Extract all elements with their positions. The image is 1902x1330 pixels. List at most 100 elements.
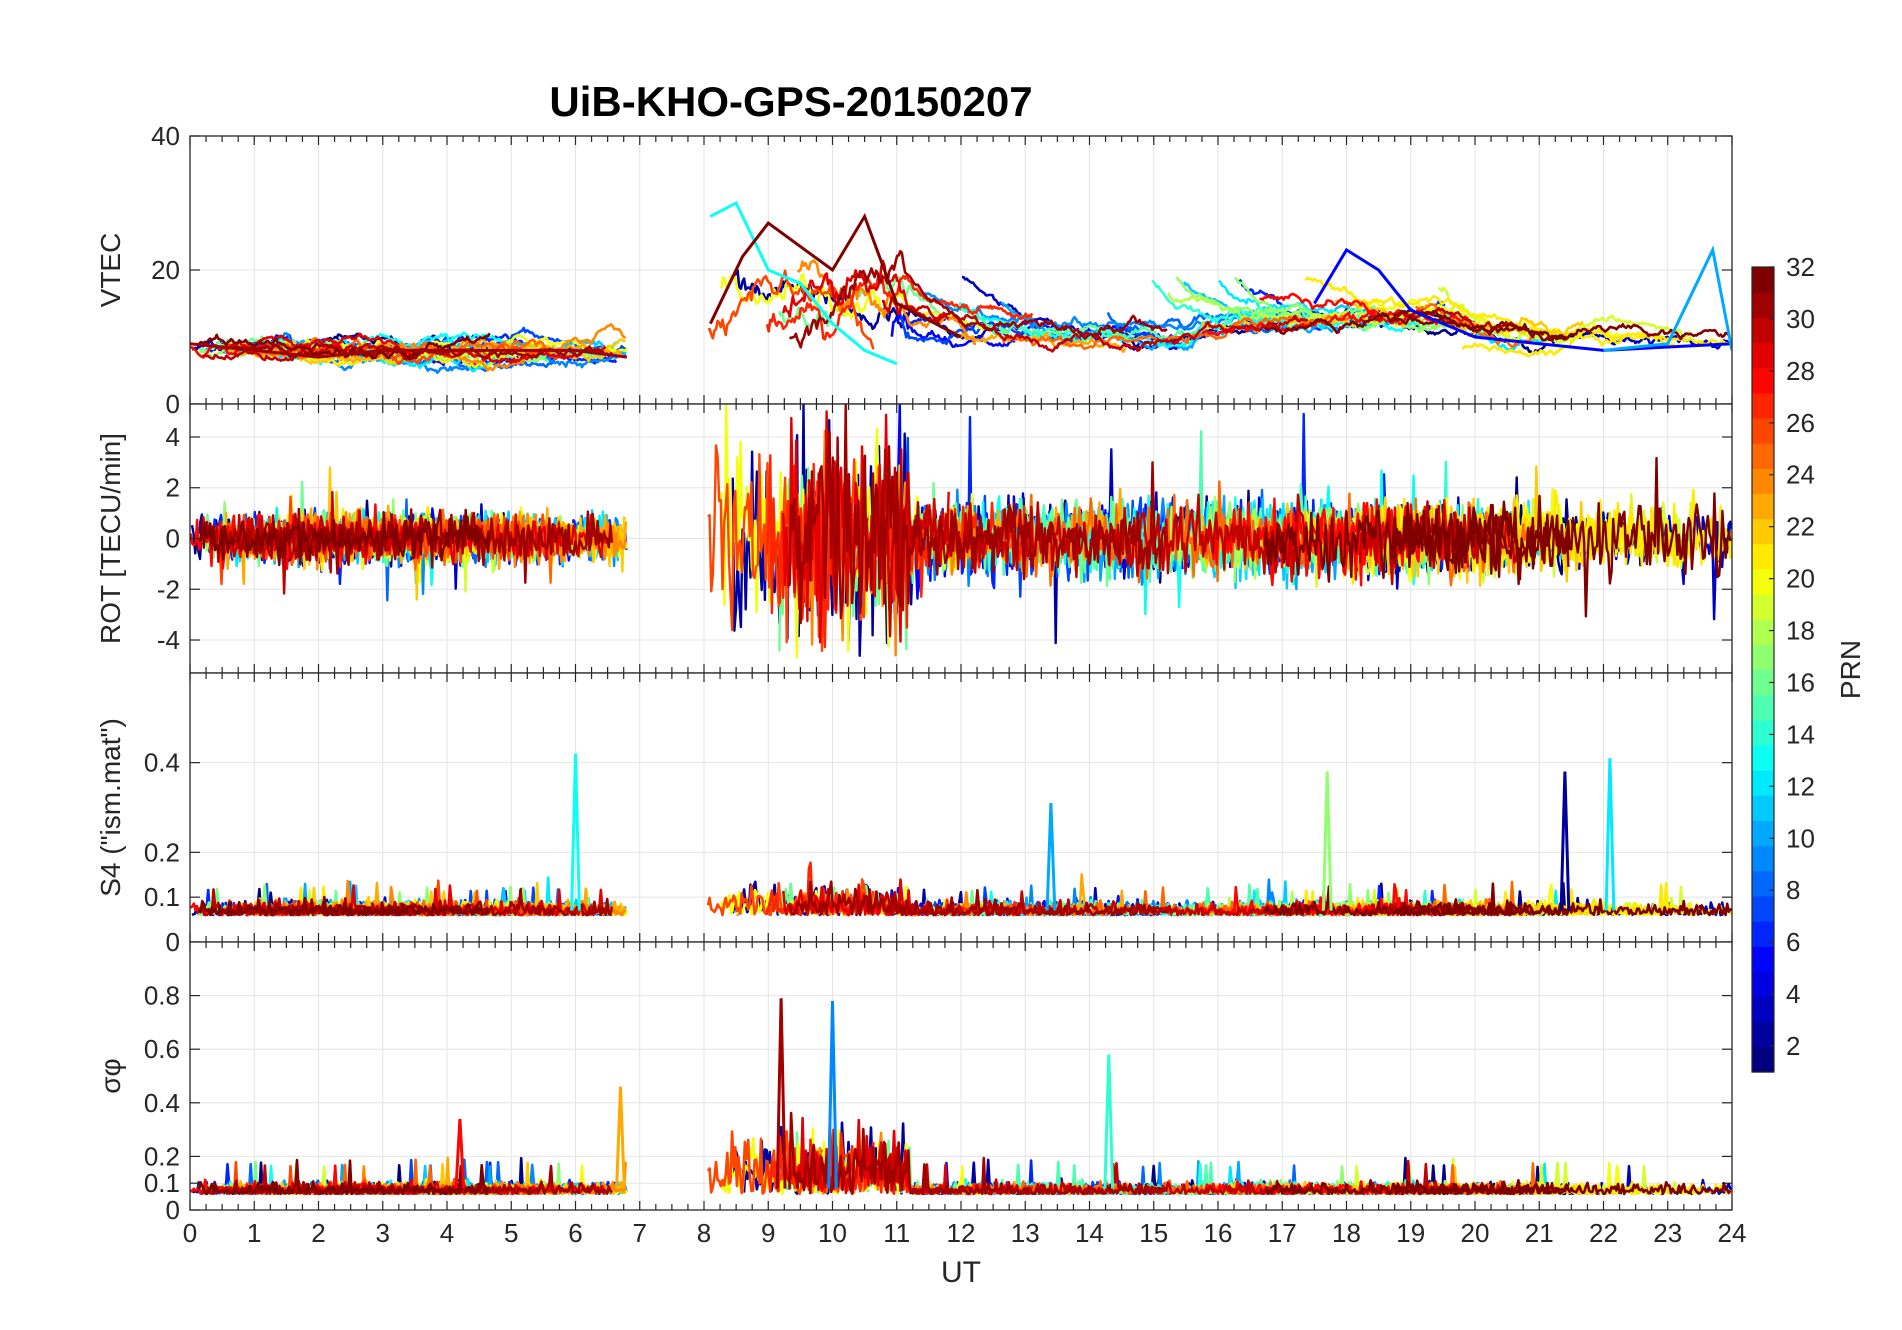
y-tick-label: 0 <box>166 389 180 419</box>
y-tick-label: -4 <box>157 625 180 655</box>
colorbar-segment <box>1752 367 1774 394</box>
series-group <box>190 404 1732 659</box>
panel-rot: -4 -2 0 2 4 ROT [TECU/min] <box>95 403 1733 674</box>
y-tick-label: 2 <box>166 473 180 503</box>
colorbar-tick-label: 18 <box>1786 616 1815 646</box>
y-axis-label-rot: ROT [TECU/min] <box>95 433 126 644</box>
x-tick-label: 12 <box>947 1218 976 1248</box>
colorbar-segment <box>1752 644 1774 671</box>
colorbar-segment <box>1752 1046 1774 1073</box>
colorbar-tick-label: 2 <box>1786 1031 1800 1061</box>
series-line-prn-30 <box>1358 1159 1519 1196</box>
series-line-prn-31 <box>228 507 614 584</box>
colorbar-tick-label: 26 <box>1786 408 1815 438</box>
peak-prn-10 <box>1045 802 1057 911</box>
series-group <box>190 200 1732 374</box>
colorbar-segment <box>1752 996 1774 1023</box>
colorbar-segment <box>1752 921 1774 947</box>
peak-prn-23 <box>615 1086 626 1189</box>
series-line-prn-31 <box>788 404 1169 625</box>
x-tick-label: 11 <box>883 1218 910 1248</box>
colorbar-segment <box>1752 971 1774 998</box>
colorbar-segment <box>1752 342 1774 369</box>
x-tick-label: 22 <box>1589 1218 1618 1248</box>
colorbar-segment <box>1752 694 1774 721</box>
colorbar-segment <box>1752 895 1774 922</box>
x-tick-label: 21 <box>1525 1218 1554 1248</box>
x-axis-label: UT <box>941 1256 981 1289</box>
x-tick-label: 0 <box>183 1218 197 1248</box>
colorbar-segment <box>1752 443 1774 469</box>
y-tick-label: 0.2 <box>144 837 180 867</box>
y-tick-label: 0.4 <box>144 1088 180 1118</box>
colorbar-segment <box>1752 744 1774 771</box>
y-tick-label: 20 <box>151 255 180 285</box>
series-line-prn-31 <box>788 880 1168 917</box>
series-line-prn-32 <box>198 508 491 567</box>
y-tick-label: 4 <box>166 422 180 452</box>
colorbar-tick-label: 10 <box>1786 823 1815 853</box>
y-axis-label-sigma_phi: σφ <box>95 1058 126 1093</box>
y-tick-label: 40 <box>151 121 180 151</box>
colorbar-tick-label: 32 <box>1786 252 1815 282</box>
y-tick-label: 0.2 <box>144 1141 180 1171</box>
peak-prn-14 <box>1103 1054 1115 1189</box>
x-tick-label: 9 <box>761 1218 775 1248</box>
colorbar-segment <box>1752 594 1774 620</box>
x-tick-label: 17 <box>1268 1218 1297 1248</box>
series-line-prn-32 <box>1392 1181 1570 1196</box>
series-line-prn-31 <box>788 1111 1168 1196</box>
series-line-prn-10 <box>1603 245 1732 352</box>
series-line-prn-30 <box>201 490 416 595</box>
x-tick-label: 5 <box>504 1218 518 1248</box>
series-line-prn-32 <box>197 895 491 917</box>
colorbar-tick-label: 12 <box>1786 771 1815 801</box>
colorbar-segment <box>1752 267 1774 293</box>
x-tick-label: 3 <box>376 1218 390 1248</box>
colorbar-segment <box>1752 493 1774 520</box>
y-axis-label-s4: S4 ("ism.mat") <box>95 718 126 897</box>
colorbar-segment <box>1752 719 1774 746</box>
series-line-prn-32 <box>1263 885 1732 917</box>
series-group <box>190 998 1732 1196</box>
colorbar-segment <box>1752 518 1774 545</box>
x-tick-label: 13 <box>1011 1218 1040 1248</box>
colorbar-segment <box>1752 568 1774 595</box>
panel-vtec: 0 20 40 VTEC <box>95 121 1733 419</box>
y-tick-label: 0 <box>166 1195 180 1225</box>
x-tick-label: 14 <box>1075 1218 1104 1248</box>
peak-prn-17 <box>1321 771 1333 911</box>
colorbar-tick-label: 14 <box>1786 719 1815 749</box>
x-tick-label: 1 <box>247 1218 261 1248</box>
series-line-prn-32 <box>1392 308 1570 342</box>
colorbar-tick-label: 8 <box>1786 875 1800 905</box>
colorbar-segment <box>1752 770 1774 796</box>
x-tick-label: 18 <box>1332 1218 1361 1248</box>
series-line-prn-32 <box>1263 312 1731 341</box>
y-tick-label: 0 <box>166 524 180 554</box>
colorbar-segment <box>1752 845 1774 872</box>
x-axis: 0 1 2 3 4 5 6 7 8 9 10 11 12 13 14 15 16 17 18 19 20 21 22 23 24 <box>183 1218 1747 1248</box>
colorbar-tick-label: 16 <box>1786 667 1815 697</box>
peak-prn-28 <box>454 1118 466 1189</box>
chart-title: UiB-KHO-GPS-20150207 <box>549 78 1032 125</box>
colorbar-tick-label: 22 <box>1786 512 1815 542</box>
colorbar-tick-label: 20 <box>1786 564 1815 594</box>
colorbar-segment <box>1752 417 1774 444</box>
x-tick-label: 8 <box>697 1218 711 1248</box>
y-tick-label: -2 <box>157 574 180 604</box>
peak-prn-31 <box>775 998 787 1189</box>
series-line-prn-32 <box>1263 1179 1732 1196</box>
colorbar-frame <box>1751 266 1775 1073</box>
x-tick-label: 16 <box>1204 1218 1233 1248</box>
colorbar-tick-label: 24 <box>1786 460 1815 490</box>
x-tick-label: 24 <box>1718 1218 1747 1248</box>
panel-sigma_phi: 00.10.2 0.4 0.6 0.8 σφ <box>95 941 1733 1225</box>
peak-prn-12 <box>1604 758 1616 911</box>
y-tick-label: 0 <box>166 927 180 957</box>
colorbar-label: PRN <box>1835 640 1866 699</box>
y-tick-label: 0.8 <box>144 981 180 1011</box>
y-tick-label: 0.4 <box>144 748 180 778</box>
